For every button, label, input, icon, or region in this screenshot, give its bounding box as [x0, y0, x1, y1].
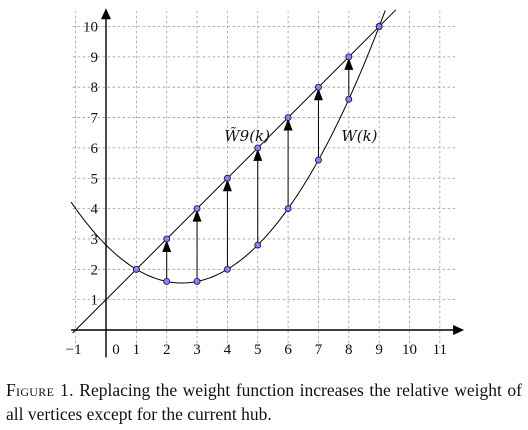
point-curve	[223, 265, 231, 273]
arrow-head	[192, 209, 202, 222]
y-tick-label: 7	[91, 111, 99, 127]
point-curve	[163, 277, 171, 285]
y-tick-label: 1	[91, 293, 99, 309]
point-curve	[193, 277, 201, 285]
points	[132, 23, 383, 285]
figure-caption: Figure 1. Replacing the weight function …	[6, 378, 522, 426]
x-tick-label: −1	[66, 342, 82, 358]
x-tick-label: 9	[375, 342, 383, 358]
x-tick-label: 5	[254, 342, 262, 358]
y-tick-label: 2	[91, 262, 99, 278]
arrow-head	[253, 148, 263, 161]
point-curve	[254, 241, 262, 249]
point-line	[254, 144, 262, 152]
point-curve	[315, 156, 322, 164]
point-line	[163, 235, 171, 243]
caption-text: Replacing the weight function increases …	[6, 380, 522, 424]
point-curve	[375, 23, 383, 30]
point-curve	[284, 205, 292, 213]
series-curve-w	[70, 10, 386, 284]
y-tick-label: 3	[91, 232, 99, 248]
arrows	[162, 57, 354, 282]
point-line	[193, 205, 201, 213]
x-tick-label: 8	[345, 342, 353, 358]
grid	[72, 11, 456, 349]
series-line-w9	[72, 9, 397, 334]
y-tick-label: 6	[91, 141, 99, 157]
x-tick-label: 2	[163, 342, 171, 358]
arrow-head	[313, 88, 323, 101]
point-line	[284, 114, 292, 122]
y-tick-label: 8	[91, 80, 99, 96]
point-line	[315, 83, 322, 91]
axes	[71, 8, 465, 358]
x-tick-label: 4	[224, 342, 232, 358]
x-tick-label: 7	[315, 342, 323, 358]
caption-label: Figure 1.	[6, 380, 74, 400]
y-tick-label: 10	[83, 20, 98, 36]
arrow-head	[222, 179, 232, 192]
point-curve	[132, 265, 140, 273]
label-w9: W̃9(k)	[224, 127, 270, 145]
point-line	[223, 174, 231, 182]
point-curve	[345, 95, 353, 103]
y-axis-arrowhead	[101, 8, 111, 20]
y-tick-label: 5	[91, 171, 99, 187]
curve-labels: W̃9(k) W(k)	[224, 127, 377, 145]
y-tick-label: 9	[91, 50, 99, 66]
x-tick-label: 10	[402, 342, 417, 358]
arrow-head	[162, 239, 172, 252]
y-tick-label: 4	[91, 202, 99, 218]
x-tick-label: 3	[193, 342, 201, 358]
x-tick-label: 0	[112, 342, 120, 358]
arrow-head	[344, 57, 354, 70]
x-axis-arrowhead	[453, 325, 465, 335]
arrow-head	[283, 118, 293, 131]
point-line	[345, 53, 353, 61]
x-tick-label: 6	[284, 342, 292, 358]
x-tick-label: 11	[433, 342, 447, 358]
x-tick-label: 1	[133, 342, 141, 358]
label-w: W(k)	[341, 127, 377, 145]
